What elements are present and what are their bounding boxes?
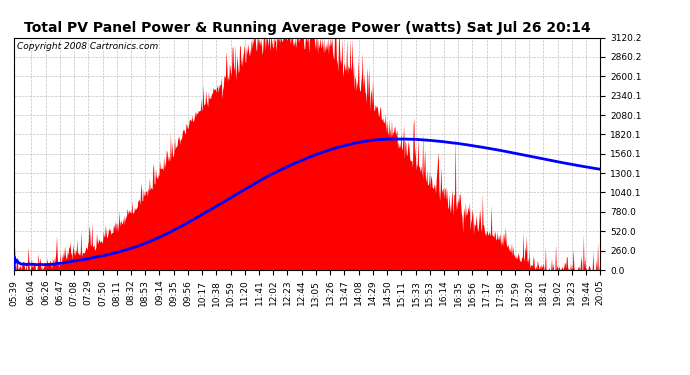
Title: Total PV Panel Power & Running Average Power (watts) Sat Jul 26 20:14: Total PV Panel Power & Running Average P… — [23, 21, 591, 35]
Text: Copyright 2008 Cartronics.com: Copyright 2008 Cartronics.com — [17, 42, 158, 51]
